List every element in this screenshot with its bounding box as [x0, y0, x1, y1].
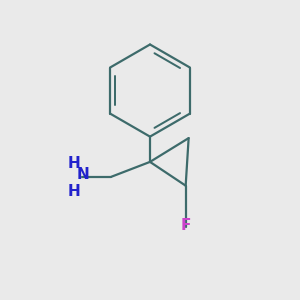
- Text: H: H: [68, 156, 80, 171]
- Text: F: F: [181, 218, 191, 233]
- Text: H: H: [68, 184, 80, 199]
- Text: N: N: [77, 167, 89, 182]
